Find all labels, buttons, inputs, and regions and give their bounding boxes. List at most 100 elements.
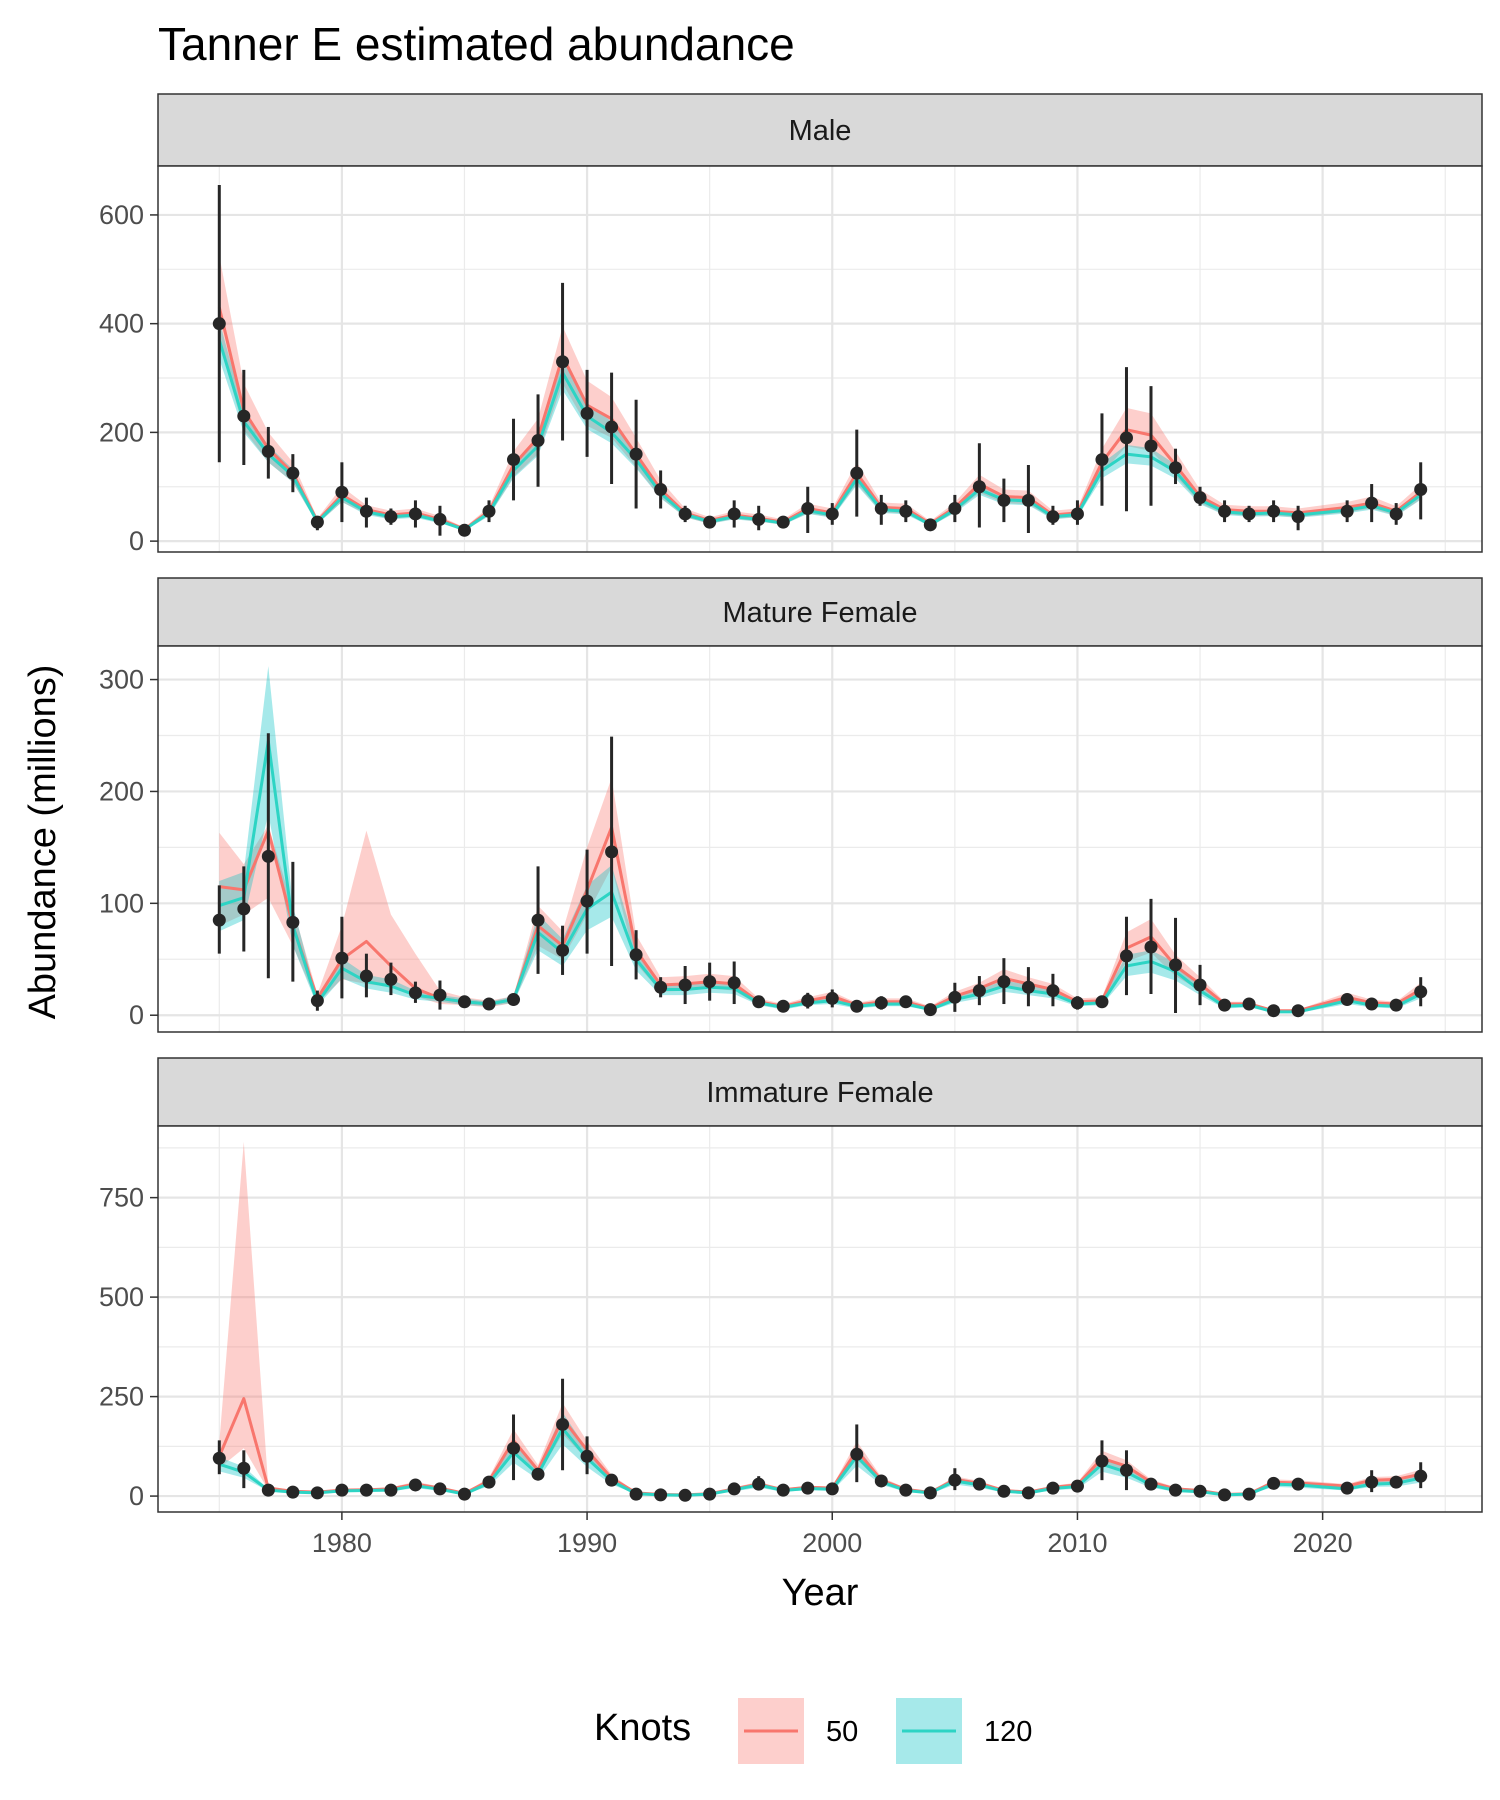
observed-point — [212, 913, 226, 927]
observed-point — [1414, 985, 1428, 999]
ribbon-knots-50 — [219, 255, 1421, 531]
observed-point — [923, 518, 937, 532]
observed-point — [384, 972, 398, 986]
observed-point — [1218, 1488, 1232, 1502]
facet-strip — [157, 577, 1483, 647]
observed-point — [1267, 1476, 1281, 1490]
y-tick-label: 0 — [129, 1000, 144, 1030]
observed-point — [1267, 504, 1281, 518]
observed-point — [629, 1487, 643, 1501]
y-axis-title: Abundance (millions) — [22, 665, 64, 1020]
observed-point — [997, 1484, 1011, 1498]
observed-point — [433, 1482, 447, 1496]
legend: Knots 50 120 — [594, 1698, 1032, 1764]
observed-point — [212, 317, 226, 331]
observed-point — [457, 995, 471, 1009]
observed-point — [335, 951, 349, 965]
observed-point — [1070, 996, 1084, 1010]
observed-point — [531, 913, 545, 927]
observed-point — [1144, 1477, 1158, 1491]
observed-point — [1070, 1479, 1084, 1493]
observed-point — [286, 915, 300, 929]
observed-point — [850, 999, 864, 1013]
gridlines — [158, 166, 1482, 552]
observed-point — [874, 1474, 888, 1488]
observed-point — [237, 1461, 251, 1475]
x-axis-title: Year — [782, 1572, 859, 1614]
y-tick-label: 750 — [99, 1183, 144, 1213]
observed-point — [286, 466, 300, 480]
observed-point — [384, 1483, 398, 1497]
facet-strip-label: Mature Female — [722, 597, 917, 629]
observed-point — [335, 1483, 349, 1497]
gridlines — [158, 646, 1482, 1032]
observed-point — [1169, 958, 1183, 972]
panel-border — [157, 645, 1483, 1033]
y-tick-label: 400 — [99, 309, 144, 339]
observed-point — [703, 515, 717, 529]
observed-point — [1291, 1477, 1305, 1491]
observed-point — [408, 986, 422, 1000]
y-tick-label: 0 — [129, 1481, 144, 1511]
x-tick-label: 1990 — [557, 1528, 617, 1558]
observed-point — [703, 1487, 717, 1501]
observed-point — [629, 447, 643, 461]
observed-point — [1218, 504, 1232, 518]
observed-point — [997, 493, 1011, 507]
observed-point — [1193, 491, 1207, 505]
observed-point — [556, 355, 570, 369]
observed-point — [850, 1447, 864, 1461]
y-tick-label: 500 — [99, 1282, 144, 1312]
observed-point — [1046, 1481, 1060, 1495]
observed-point — [433, 988, 447, 1002]
legend-item-50: 50 — [738, 1698, 858, 1764]
observed-point — [703, 975, 717, 989]
observed-point — [359, 969, 373, 983]
observed-point — [752, 995, 766, 1009]
observed-point — [678, 1488, 692, 1502]
observed-point — [825, 991, 839, 1005]
observed-point — [1414, 482, 1428, 496]
observed-point — [1389, 1475, 1403, 1489]
panel-background — [158, 646, 1482, 1032]
observed-point — [384, 510, 398, 524]
observed-point — [1021, 980, 1035, 994]
observed-point — [335, 485, 349, 499]
observed-point — [1365, 496, 1379, 510]
observed-point — [1119, 431, 1133, 445]
observed-point — [923, 1003, 937, 1017]
observed-point — [482, 1475, 496, 1489]
x-tick-label: 2020 — [1293, 1528, 1353, 1558]
observed-point — [1340, 993, 1354, 1007]
observed-point — [801, 994, 815, 1008]
observed-point — [261, 444, 275, 458]
observed-point — [1119, 949, 1133, 963]
panel-border — [157, 165, 1483, 553]
observed-point — [776, 515, 790, 529]
observed-point — [948, 502, 962, 516]
panel-background — [158, 166, 1482, 552]
observed-point — [310, 1486, 324, 1500]
y-tick-label: 100 — [99, 888, 144, 918]
observed-point — [997, 975, 1011, 989]
observed-point — [776, 999, 790, 1013]
observed-point — [457, 523, 471, 537]
y-tick-label: 300 — [99, 665, 144, 695]
observed-point — [605, 845, 619, 859]
observed-point — [654, 980, 668, 994]
x-tick-label: 1980 — [312, 1528, 372, 1558]
facet-strip — [157, 1057, 1483, 1127]
observed-point — [1218, 998, 1232, 1012]
observed-point — [1291, 510, 1305, 524]
observed-point — [948, 1473, 962, 1487]
facet-strip-label: Immature Female — [706, 1077, 933, 1109]
legend-keys: 50 120 — [738, 1698, 1032, 1764]
y-tick-label: 0 — [129, 526, 144, 556]
observed-point — [752, 1477, 766, 1491]
observed-point — [1021, 493, 1035, 507]
observed-point — [1340, 1481, 1354, 1495]
observed-point — [1144, 439, 1158, 453]
observed-point — [408, 507, 422, 521]
observed-point — [776, 1483, 790, 1497]
